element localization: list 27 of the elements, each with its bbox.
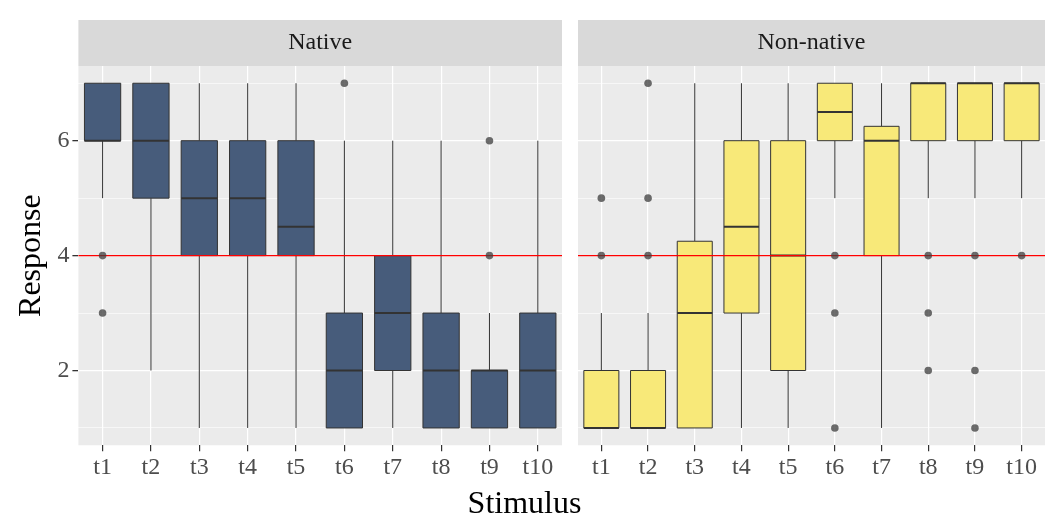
- x-tick-label: t4: [732, 452, 751, 479]
- x-tick-label: t6: [335, 452, 354, 479]
- x-tick-label: t7: [383, 452, 403, 479]
- x-tick-label: t3: [189, 452, 209, 479]
- x-tick-label: t10: [1006, 452, 1037, 479]
- x-tick-label: t5: [778, 452, 798, 479]
- x-tick-label: t2: [141, 452, 161, 479]
- x-tick-label: t6: [825, 452, 845, 479]
- x-tick-label: t8: [918, 452, 938, 479]
- y-tick-label: 2: [57, 355, 70, 382]
- x-tick-label: t1: [93, 452, 112, 479]
- x-tick-label: t2: [638, 452, 658, 479]
- x-tick-label: t1: [592, 452, 611, 479]
- x-tick-label: t8: [431, 452, 451, 479]
- x-tick-label: t7: [872, 452, 891, 479]
- chart-title: Native: [288, 28, 353, 55]
- x-tick-label: t9: [480, 452, 499, 479]
- x-tick-label: t4: [238, 452, 257, 479]
- x-tick-label: t5: [286, 452, 306, 479]
- y-tick-label: 4: [57, 240, 70, 267]
- y-tick-label: 6: [57, 125, 70, 152]
- x-tick-label: t10: [522, 452, 554, 479]
- x-axis-title: Stimulus: [466, 484, 583, 520]
- x-tick-label: t9: [965, 452, 985, 479]
- x-tick-label: t3: [685, 452, 705, 479]
- chart-title: Non-native: [757, 28, 866, 55]
- y-axis-title: Response: [10, 194, 47, 317]
